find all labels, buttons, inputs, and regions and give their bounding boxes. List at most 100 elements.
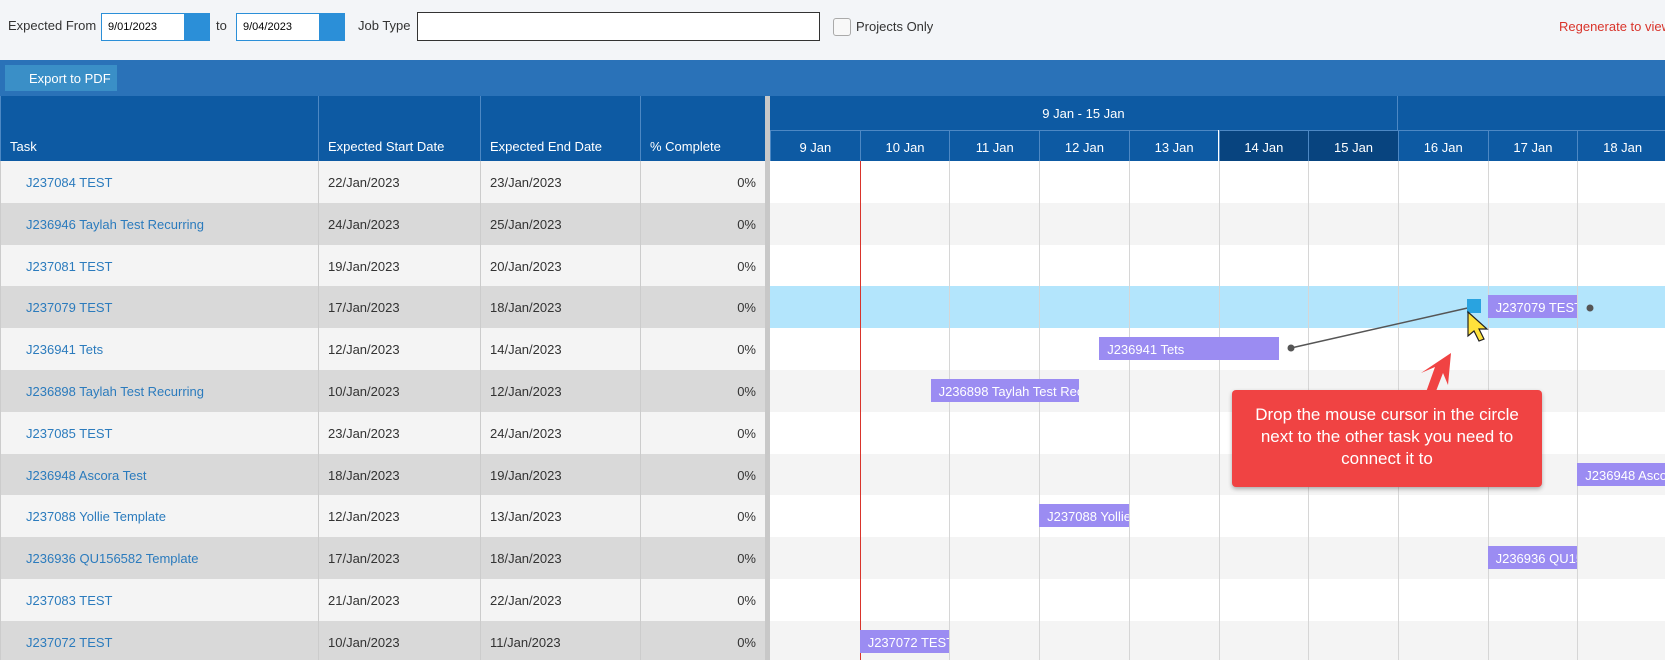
grid-line — [1577, 161, 1579, 660]
column-header: Task — [0, 96, 318, 161]
task-link[interactable]: J236898 Taylah Test Recurring — [0, 370, 318, 412]
table-row: J236941 Tets 12/Jan/2023 14/Jan/2023 0% — [0, 328, 765, 370]
table-row: J237072 TEST 10/Jan/2023 11/Jan/2023 0% — [0, 620, 765, 660]
table-cell: 25/Jan/2023 — [480, 202, 640, 245]
task-bar[interactable]: J236898 Taylah Test Rec — [930, 379, 1080, 402]
label: Projects Only — [856, 19, 934, 34]
connector-dot — [1287, 344, 1295, 352]
table-row: J237084 TEST 22/Jan/2023 23/Jan/2023 0% — [0, 161, 765, 203]
checkbox[interactable] — [833, 18, 851, 36]
table-cell: 0% — [640, 537, 765, 579]
task-link[interactable]: J237088 Yollie Template — [0, 495, 318, 538]
table-row: J237079 TEST 17/Jan/2023 18/Jan/2023 0% — [0, 286, 765, 329]
grid-line — [949, 161, 951, 660]
table-cell: 0% — [640, 579, 765, 621]
toolbar — [0, 60, 1665, 96]
task-bar[interactable]: J236936 QU15 — [1487, 546, 1578, 570]
gantt-row — [770, 202, 1665, 245]
table-cell: 19/Jan/2023 — [318, 244, 480, 287]
table-row: J236948 Ascora Test 18/Jan/2023 19/Jan/202… — [0, 453, 765, 496]
day-header: 12 Jan — [1039, 130, 1129, 161]
table-cell: 11/Jan/2023 — [480, 620, 640, 660]
date-input[interactable]: 9/04/2023 — [236, 13, 320, 41]
table-cell: 18/Jan/2023 — [318, 453, 480, 496]
table-cell: 18/Jan/2023 — [480, 537, 640, 579]
today-line — [859, 161, 861, 660]
calendar-button[interactable] — [185, 13, 210, 41]
task-bar[interactable]: J237088 Yollie — [1039, 504, 1129, 528]
table-row: J237088 Yollie Template 12/Jan/2023 13/Jan… — [0, 495, 765, 538]
table-cell: 0% — [640, 370, 765, 412]
table-cell: 10/Jan/2023 — [318, 620, 480, 660]
table-cell: 0% — [640, 161, 765, 203]
day-header: 13 Jan — [1128, 130, 1219, 161]
gantt-row — [770, 244, 1665, 287]
table-cell: 0% — [640, 286, 765, 329]
table-cell: 23/Jan/2023 — [480, 161, 640, 203]
table-row: J236898 Taylah Test Recurring 10/Jan/2023… — [0, 370, 765, 412]
day-header: 17 Jan — [1487, 130, 1578, 161]
table-cell: 12/Jan/2023 — [318, 328, 480, 370]
cursor — [1467, 310, 1489, 342]
table-cell: 24/Jan/2023 — [480, 411, 640, 454]
table-cell: 22/Jan/2023 — [480, 579, 640, 621]
table-cell: 0% — [640, 411, 765, 454]
grid-line — [1039, 161, 1041, 660]
table-cell: 23/Jan/2023 — [318, 411, 480, 454]
table-cell: 24/Jan/2023 — [318, 202, 480, 245]
callout: Drop the mouse cursor in the circle next… — [1232, 390, 1542, 487]
calendar-button[interactable] — [320, 13, 345, 41]
table-row: J236936 QU156582 Template 17/Jan/2023 18/J… — [0, 537, 765, 579]
export-button[interactable]: Export to PDF — [5, 65, 117, 91]
table-cell: 20/Jan/2023 — [480, 244, 640, 287]
table-cell: 22/Jan/2023 — [318, 161, 480, 203]
task-link[interactable]: J237081 TEST — [0, 244, 318, 287]
column-header: Expected End Date — [480, 96, 640, 161]
table-row: J237085 TEST 23/Jan/2023 24/Jan/2023 0% — [0, 411, 765, 454]
table-cell: 13/Jan/2023 — [480, 495, 640, 538]
table-cell: 17/Jan/2023 — [318, 537, 480, 579]
task-link[interactable]: J237079 TEST — [0, 286, 318, 329]
table-cell: 0% — [640, 328, 765, 370]
regenerate-link[interactable]: Regenerate to view — [1559, 19, 1665, 34]
table-cell: 12/Jan/2023 — [480, 370, 640, 412]
drop-circle — [1467, 299, 1481, 313]
table-cell: 21/Jan/2023 — [318, 579, 480, 621]
table-cell: 0% — [640, 495, 765, 538]
task-link[interactable]: J236946 Taylah Test Recurring — [0, 202, 318, 245]
day-header: 11 Jan — [949, 130, 1040, 161]
task-link[interactable]: J237083 TEST — [0, 579, 318, 621]
task-link[interactable]: J237072 TEST — [0, 620, 318, 660]
date-input[interactable]: 9/01/2023 — [101, 13, 185, 41]
table-cell: 0% — [640, 620, 765, 660]
task-bar[interactable]: J236941 Tets — [1099, 337, 1279, 361]
table-cell: 0% — [640, 202, 765, 245]
task-bar[interactable]: J237079 TEST — [1487, 295, 1578, 319]
connector-dot — [1586, 304, 1594, 312]
table-cell: 10/Jan/2023 — [318, 370, 480, 412]
table-cell: 12/Jan/2023 — [318, 495, 480, 538]
connector-line — [1290, 306, 1473, 349]
task-link[interactable]: J236948 Ascora Test — [0, 453, 318, 496]
day-header: 10 Jan — [859, 130, 950, 161]
table-cell: 17/Jan/2023 — [318, 286, 480, 329]
table-cell: 0% — [640, 244, 765, 287]
week-header: 9 Jan - 15 Jan — [770, 96, 1398, 130]
table-cell: 18/Jan/2023 — [480, 286, 640, 329]
task-bar[interactable]: J236948 Ascora — [1577, 462, 1665, 486]
day-header: 14 Jan — [1218, 130, 1309, 161]
task-link[interactable]: J236941 Tets — [0, 328, 318, 370]
task-bar[interactable]: J237072 TEST — [859, 629, 950, 653]
day-header: 16 Jan — [1397, 130, 1488, 161]
task-link[interactable]: J237084 TEST — [0, 161, 318, 203]
text-input[interactable] — [417, 12, 820, 41]
task-link[interactable]: J237085 TEST — [0, 411, 318, 454]
day-header: 15 Jan — [1308, 130, 1398, 161]
task-link[interactable]: J236936 QU156582 Template — [0, 537, 318, 579]
table-row: J237083 TEST 21/Jan/2023 22/Jan/2023 0% — [0, 579, 765, 621]
day-header: 9 Jan — [770, 130, 860, 161]
splitter[interactable] — [765, 96, 770, 660]
column-header: Expected Start Date — [318, 96, 480, 161]
